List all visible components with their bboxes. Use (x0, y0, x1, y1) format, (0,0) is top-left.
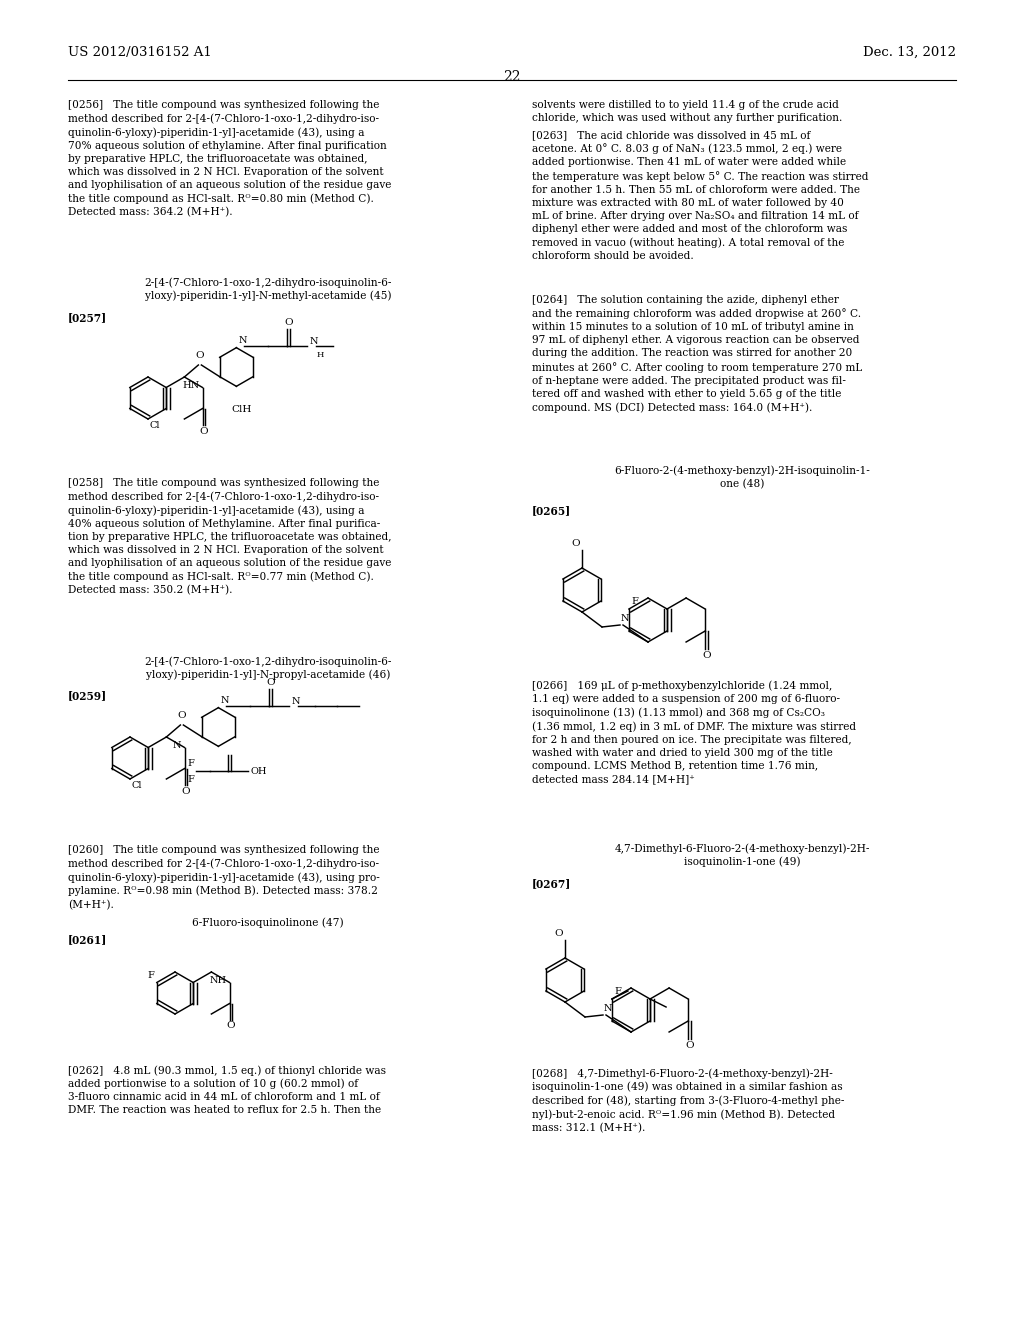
Text: 2-[4-(7-Chloro-1-oxo-1,2-dihydro-isoquinolin-6-
yloxy)-piperidin-1-yl]-N-methyl-: 2-[4-(7-Chloro-1-oxo-1,2-dihydro-isoquin… (144, 277, 392, 301)
Text: [0262]   4.8 mL (90.3 mmol, 1.5 eq.) of thionyl chloride was
added portionwise t: [0262] 4.8 mL (90.3 mmol, 1.5 eq.) of th… (68, 1065, 386, 1115)
Text: [0266]   169 μL of p-methoxybenzylchloride (1.24 mmol,
1.1 eq) were added to a s: [0266] 169 μL of p-methoxybenzylchloride… (532, 680, 856, 784)
Text: F: F (187, 759, 195, 767)
Text: F: F (146, 970, 154, 979)
Text: H: H (316, 351, 324, 359)
Text: F: F (187, 775, 195, 784)
Text: [0265]: [0265] (532, 506, 571, 516)
Text: O: O (554, 929, 563, 939)
Text: 6-Fluoro-2-(4-methoxy-benzyl)-2H-isoquinolin-1-
one (48): 6-Fluoro-2-(4-methoxy-benzyl)-2H-isoquin… (614, 465, 869, 488)
Text: 6-Fluoro-isoquinolinone (47): 6-Fluoro-isoquinolinone (47) (193, 917, 344, 928)
Text: [0268]   4,7-Dimethyl-6-Fluoro-2-(4-methoxy-benzyl)-2H-
isoquinolin-1-one (49) w: [0268] 4,7-Dimethyl-6-Fluoro-2-(4-methox… (532, 1068, 845, 1134)
Text: 2-[4-(7-Chloro-1-oxo-1,2-dihydro-isoquinolin-6-
yloxy)-piperidin-1-yl]-N-propyl-: 2-[4-(7-Chloro-1-oxo-1,2-dihydro-isoquin… (144, 656, 392, 680)
Text: Cl: Cl (150, 421, 161, 430)
Text: [0267]: [0267] (532, 878, 571, 888)
Text: [0263]   The acid chloride was dissolved in 45 mL of
acetone. At 0° C. 8.03 g of: [0263] The acid chloride was dissolved i… (532, 129, 868, 260)
Text: N: N (220, 696, 229, 705)
Text: ClH: ClH (231, 405, 252, 414)
Text: O: O (200, 426, 208, 436)
Text: OH: OH (251, 767, 267, 776)
Text: [0257]: [0257] (68, 312, 108, 323)
Text: O: O (685, 1041, 694, 1049)
Text: US 2012/0316152 A1: US 2012/0316152 A1 (68, 46, 212, 59)
Text: 22: 22 (503, 70, 521, 84)
Text: N: N (173, 741, 181, 750)
Text: N: N (309, 337, 317, 346)
Text: [0261]: [0261] (68, 935, 108, 945)
Text: N: N (621, 614, 630, 623)
Text: HN: HN (182, 381, 200, 389)
Text: O: O (702, 651, 711, 660)
Text: [0258]   The title compound was synthesized following the
method described for 2: [0258] The title compound was synthesize… (68, 478, 391, 595)
Text: [0264]   The solution containing the azide, diphenyl ether
and the remaining chl: [0264] The solution containing the azide… (532, 294, 862, 413)
Text: solvents were distilled to to yield 11.4 g of the crude acid
chloride, which was: solvents were distilled to to yield 11.4… (532, 100, 843, 123)
Text: [0259]: [0259] (68, 690, 108, 701)
Text: [0256]   The title compound was synthesized following the
method described for 2: [0256] The title compound was synthesize… (68, 100, 391, 216)
Text: NH: NH (210, 975, 226, 985)
Text: O: O (266, 677, 275, 686)
Text: O: O (177, 711, 185, 719)
Text: F: F (614, 987, 621, 997)
Text: Cl: Cl (132, 781, 142, 789)
Text: N: N (239, 335, 247, 345)
Text: N: N (292, 697, 300, 706)
Text: N: N (604, 1005, 612, 1012)
Text: O: O (571, 539, 580, 548)
Text: Dec. 13, 2012: Dec. 13, 2012 (863, 46, 956, 59)
Text: 4,7-Dimethyl-6-Fluoro-2-(4-methoxy-benzyl)-2H-
isoquinolin-1-one (49): 4,7-Dimethyl-6-Fluoro-2-(4-methoxy-benzy… (614, 843, 869, 867)
Text: O: O (181, 787, 190, 796)
Text: F: F (631, 597, 638, 606)
Text: O: O (285, 318, 293, 326)
Text: O: O (195, 351, 204, 360)
Text: O: O (226, 1022, 236, 1031)
Text: [0260]   The title compound was synthesized following the
method described for 2: [0260] The title compound was synthesize… (68, 845, 380, 909)
